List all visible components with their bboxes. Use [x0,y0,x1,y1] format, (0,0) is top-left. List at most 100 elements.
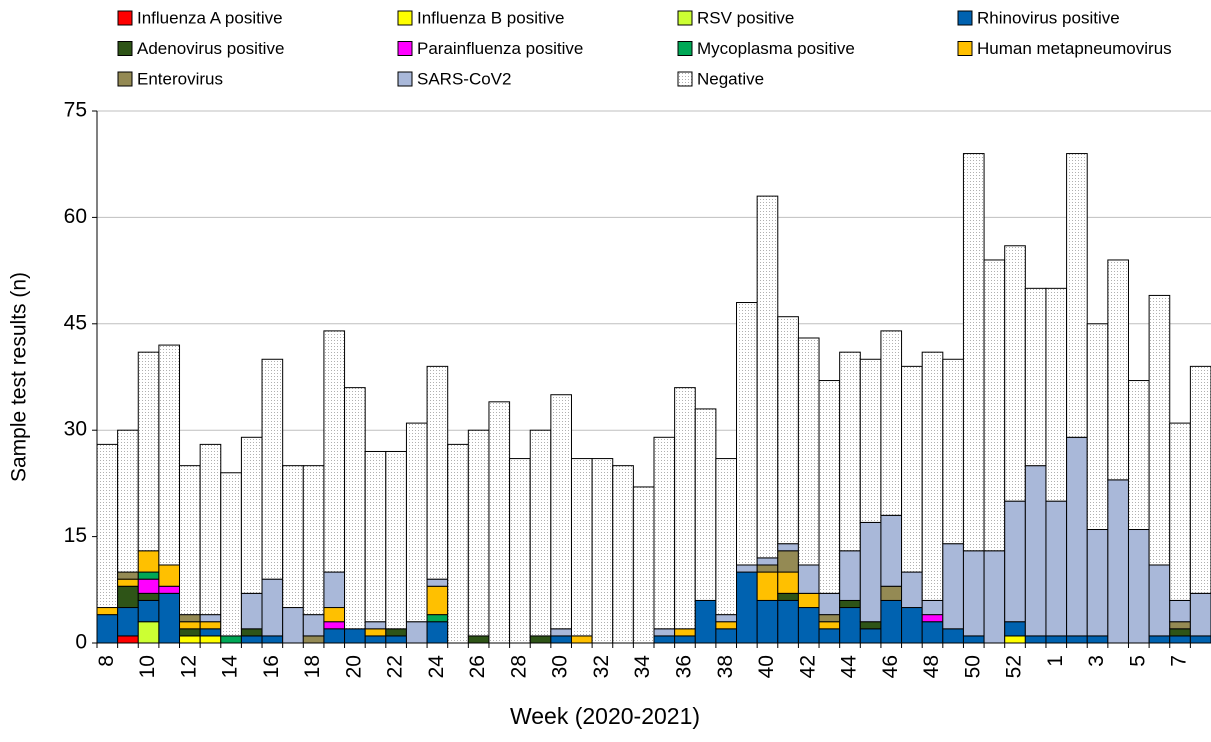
bar-segment [653,635,676,644]
y-axis-label: Sample test results (n) [8,272,31,482]
legend-swatch [117,71,133,87]
bar-segment [405,621,428,644]
bar-segment [117,635,139,644]
bar-segment [880,599,903,644]
bar-segment [632,486,655,644]
bar-segment [179,465,201,616]
legend-swatch [397,41,413,56]
bar-segment [1148,635,1171,644]
bar-segment [777,543,799,552]
bar-segment [653,628,676,637]
bar-segment [921,599,944,616]
legend-swatch [957,41,973,56]
bar-segment [426,585,449,616]
x-tick-label: 26 [466,655,489,678]
bar-segment [199,443,222,616]
bar-segment [777,592,799,601]
bar-segment [158,564,181,587]
bar-segment [1045,287,1068,502]
bar-segment [467,429,490,637]
bar-segment [715,458,738,616]
x-tick-label: 38 [714,655,737,678]
bar-segment [1127,380,1150,531]
legend-swatch [677,71,693,87]
bar-segment [1169,422,1191,601]
bar-segment [323,607,346,623]
bar-segment [859,358,882,523]
bar-segment [818,592,841,616]
bar-segment [797,564,820,594]
bar-segment [426,621,449,644]
bar-segment [302,465,325,616]
bar-segment [385,450,407,630]
bar-segment [942,543,964,630]
bar-segment [818,621,841,630]
x-tick-label: 32 [590,655,613,678]
bar-segment [777,316,799,545]
bar-segment [240,628,263,637]
bar-segment [282,465,304,609]
bar-segment [921,351,944,601]
bar-segment [261,358,284,580]
bar-segment [509,458,531,644]
bar-segment [302,614,325,637]
bar-segment [220,472,242,637]
bar-segment [467,635,490,644]
bar-segment [694,408,717,601]
bar-segment [818,614,841,623]
x-tick-label: 40 [755,655,778,678]
bar-segment [550,394,572,630]
bar-segment [962,550,985,637]
bar-segment [385,635,407,644]
x-tick-label: 28 [507,655,530,678]
bar-segment [96,614,119,644]
x-tick-label: 10 [136,655,159,678]
bar-segment [756,557,779,566]
bar-segment [653,436,676,630]
x-tick-label: 7 [1168,655,1191,667]
x-tick-label: 52 [1003,655,1026,678]
y-tick-label: 0 [75,631,87,654]
bar-segment [550,635,572,644]
bar-segment [240,592,263,630]
bar-segment [96,443,119,609]
bar-segment [901,571,923,609]
bar-segment [1004,621,1026,637]
bar-segment [901,365,923,573]
bar-segment [1169,599,1191,623]
bar-segment [880,585,903,601]
bar-segment [117,578,139,587]
bar-segment [344,387,366,630]
legend-swatch [117,41,133,56]
bar-segment [137,351,160,552]
bar-segment [344,628,366,644]
x-tick-label: 8 [95,655,118,667]
legend-label: Enterovirus [137,69,223,88]
x-tick-label: 42 [796,655,819,678]
bar-segment [96,607,119,616]
y-tick-label: 45 [64,311,87,334]
bar-segment [323,621,346,630]
bar-segment [1024,465,1047,637]
bar-segment [839,550,861,601]
bar-segment [818,380,841,594]
bar-segment [756,564,779,573]
bar-segment [1127,529,1150,644]
bar-segment [942,628,964,644]
bar-segment [426,614,449,623]
legend-label: Adenovirus positive [137,39,284,58]
bar-segment [385,628,407,637]
bar-segment [1148,294,1171,566]
bar-segment [117,429,139,573]
bar-segment [220,635,242,644]
bar-segment [1045,500,1068,637]
bar-segment [1086,635,1109,644]
bar-segment [323,571,346,609]
bar-segment [240,436,263,594]
bar-segment [797,592,820,609]
bar-segment [158,592,181,644]
legend-swatch [397,10,413,26]
bar-segment [921,621,944,644]
bar-segment [199,621,222,630]
bar-segment [818,628,841,644]
